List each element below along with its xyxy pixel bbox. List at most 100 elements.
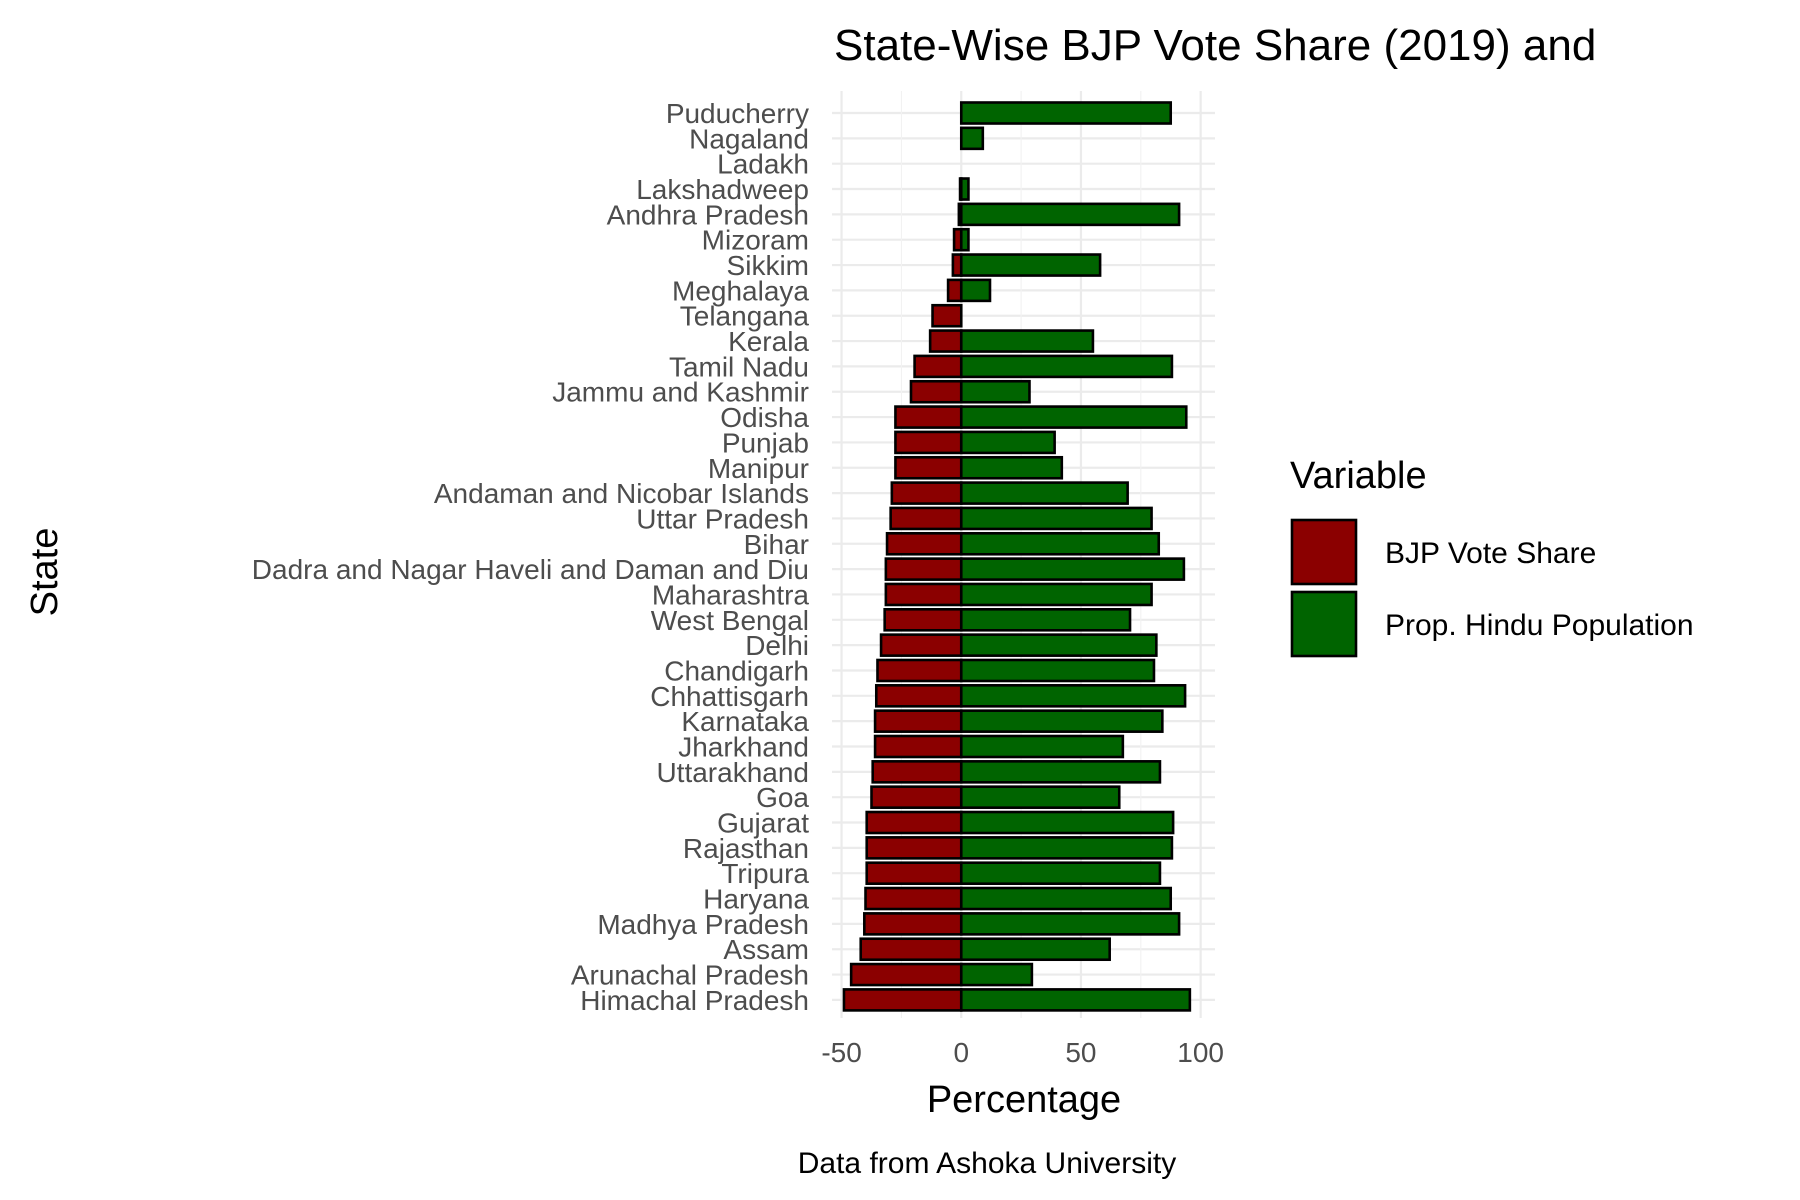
bar-bjp-vote-share-dadra-and-nagar-haveli-and-daman-and-diu xyxy=(884,557,963,581)
bar-bjp-vote-share-delhi xyxy=(879,633,963,657)
bar-prop-hindu-population-maharashtra xyxy=(959,582,1153,607)
bars xyxy=(842,101,1192,1012)
y-tick-label: Karnataka xyxy=(681,706,809,737)
y-tick-label: Himachal Pradesh xyxy=(580,985,809,1016)
y-tick-label: West Bengal xyxy=(651,605,809,636)
y-tick-label: Uttarakhand xyxy=(656,757,809,788)
legend-label-bjp-vote-share: BJP Vote Share xyxy=(1385,537,1596,570)
bar-prop-hindu-population-haryana xyxy=(959,886,1173,911)
y-axis-tick-labels: PuducherryNagalandLadakhLakshadweepAndhr… xyxy=(252,98,810,1016)
y-tick-label: Jharkhand xyxy=(678,732,809,763)
y-tick-label: Chandigarh xyxy=(664,655,809,686)
y-tick-label: Goa xyxy=(756,782,809,813)
bar-bjp-vote-share-haryana xyxy=(864,886,963,911)
y-tick-label: Punjab xyxy=(722,427,809,458)
bar-prop-hindu-population-gujarat xyxy=(959,810,1175,835)
y-tick-label: Odisha xyxy=(720,402,809,433)
y-tick-label: Assam xyxy=(723,934,809,965)
bar-prop-hindu-population-andaman-and-nicobar-islands xyxy=(959,481,1129,505)
chart-title: State-Wise BJP Vote Share (2019) and xyxy=(834,21,1596,70)
y-tick-label: Tamil Nadu xyxy=(669,351,809,382)
y-tick-label: Nagaland xyxy=(689,123,809,154)
bar-bjp-vote-share-karnataka xyxy=(873,709,963,733)
bar-prop-hindu-population-odisha xyxy=(959,405,1188,429)
legend-title: Variable xyxy=(1290,455,1427,497)
bar-prop-hindu-population-uttarakhand xyxy=(959,760,1162,784)
y-tick-label: Andaman and Nicobar Islands xyxy=(434,478,809,509)
bar-prop-hindu-population-bihar xyxy=(959,531,1161,556)
bar-bjp-vote-share-rajasthan xyxy=(865,836,963,860)
bar-bjp-vote-share-jammu-and-kashmir xyxy=(909,379,963,404)
bar-prop-hindu-population-jammu-and-kashmir xyxy=(959,379,1031,404)
legend-swatch-prop-hindu-population xyxy=(1290,590,1358,658)
bar-bjp-vote-share-chandigarh xyxy=(876,658,963,683)
y-tick-label: Andhra Pradesh xyxy=(607,199,809,230)
y-tick-label: Meghalaya xyxy=(672,275,809,306)
y-tick-label: Maharashtra xyxy=(652,579,810,610)
y-tick-label: Delhi xyxy=(745,630,809,661)
legend: Variable BJP Vote Share Prop. Hindu Popul… xyxy=(1290,455,1694,658)
y-tick-label: Madhya Pradesh xyxy=(597,909,809,940)
bar-bjp-vote-share-gujarat xyxy=(865,810,963,835)
y-tick-label: Lakshadweep xyxy=(636,174,809,205)
bar-bjp-vote-share-himachal-pradesh xyxy=(842,988,963,1012)
bar-prop-hindu-population-himachal-pradesh xyxy=(959,988,1192,1012)
y-tick-label: Dadra and Nagar Haveli and Daman and Diu xyxy=(252,554,809,585)
y-tick-label: Sikkim xyxy=(727,250,809,281)
y-tick-label: Ladakh xyxy=(717,149,809,180)
y-tick-label: Uttar Pradesh xyxy=(636,503,809,534)
bar-prop-hindu-population-arunachal-pradesh xyxy=(959,962,1034,987)
bar-bjp-vote-share-tripura xyxy=(865,861,963,886)
legend-label-prop-hindu-population: Prop. Hindu Population xyxy=(1385,609,1694,642)
y-tick-label: Manipur xyxy=(708,453,809,484)
y-tick-label: Bihar xyxy=(744,529,809,560)
y-tick-label: Gujarat xyxy=(717,808,809,839)
x-tick-label: -50 xyxy=(821,1037,861,1068)
y-tick-label: Mizoram xyxy=(702,225,809,256)
y-tick-label: Tripura xyxy=(721,858,809,889)
bar-prop-hindu-population-karnataka xyxy=(959,709,1164,733)
bar-bjp-vote-share-chhattisgarh xyxy=(874,684,963,708)
bar-bjp-vote-share-assam xyxy=(859,937,963,962)
bar-prop-hindu-population-madhya-pradesh xyxy=(959,912,1181,936)
y-tick-label: Puducherry xyxy=(666,98,809,129)
bar-bjp-vote-share-madhya-pradesh xyxy=(863,912,963,936)
legend-swatch-bjp-vote-share xyxy=(1290,518,1358,586)
bar-bjp-vote-share-tamil-nadu xyxy=(913,354,963,379)
bar-bjp-vote-share-bihar xyxy=(885,531,963,556)
bar-bjp-vote-share-meghalaya xyxy=(946,278,963,303)
y-tick-label: Arunachal Pradesh xyxy=(571,960,809,991)
bar-prop-hindu-population-delhi xyxy=(959,633,1158,657)
bar-prop-hindu-population-nagaland xyxy=(959,126,985,151)
y-tick-label: Kerala xyxy=(728,326,809,357)
bar-prop-hindu-population-manipur xyxy=(959,455,1064,480)
bar-prop-hindu-population-assam xyxy=(959,937,1111,962)
y-tick-label: Rajasthan xyxy=(683,833,809,864)
plot-area xyxy=(832,91,1215,1018)
bar-bjp-vote-share-andaman-and-nicobar-islands xyxy=(890,481,963,505)
bar-bjp-vote-share-arunachal-pradesh xyxy=(849,962,963,987)
bar-bjp-vote-share-west-bengal xyxy=(883,607,963,632)
bar-bjp-vote-share-uttar-pradesh xyxy=(889,506,963,531)
x-tick-label: 100 xyxy=(1177,1037,1224,1068)
bar-bjp-vote-share-manipur xyxy=(894,455,963,480)
y-tick-label: Jammu and Kashmir xyxy=(552,377,809,408)
bar-prop-hindu-population-rajasthan xyxy=(959,836,1174,860)
x-tick-label: 0 xyxy=(953,1037,969,1068)
bar-bjp-vote-share-kerala xyxy=(928,329,963,353)
x-axis-title: Percentage xyxy=(927,1079,1121,1121)
x-axis-tick-labels: -50 0 50 100 xyxy=(821,1037,1224,1068)
x-tick-label: 50 xyxy=(1065,1037,1096,1068)
bar-prop-hindu-population-meghalaya xyxy=(959,278,992,303)
bar-bjp-vote-share-odisha xyxy=(894,405,963,429)
y-axis-title: State xyxy=(24,528,66,617)
y-tick-label: Telangana xyxy=(680,301,810,332)
bar-bjp-vote-share-uttarakhand xyxy=(871,760,963,784)
bar-prop-hindu-population-goa xyxy=(959,785,1121,809)
bar-prop-hindu-population-dadra-and-nagar-haveli-and-daman-and-diu xyxy=(959,557,1186,581)
bar-prop-hindu-population-kerala xyxy=(959,329,1095,353)
bar-prop-hindu-population-punjab xyxy=(959,430,1056,455)
legend-items: BJP Vote Share Prop. Hindu Population xyxy=(1290,518,1694,658)
bar-bjp-vote-share-goa xyxy=(870,785,963,809)
